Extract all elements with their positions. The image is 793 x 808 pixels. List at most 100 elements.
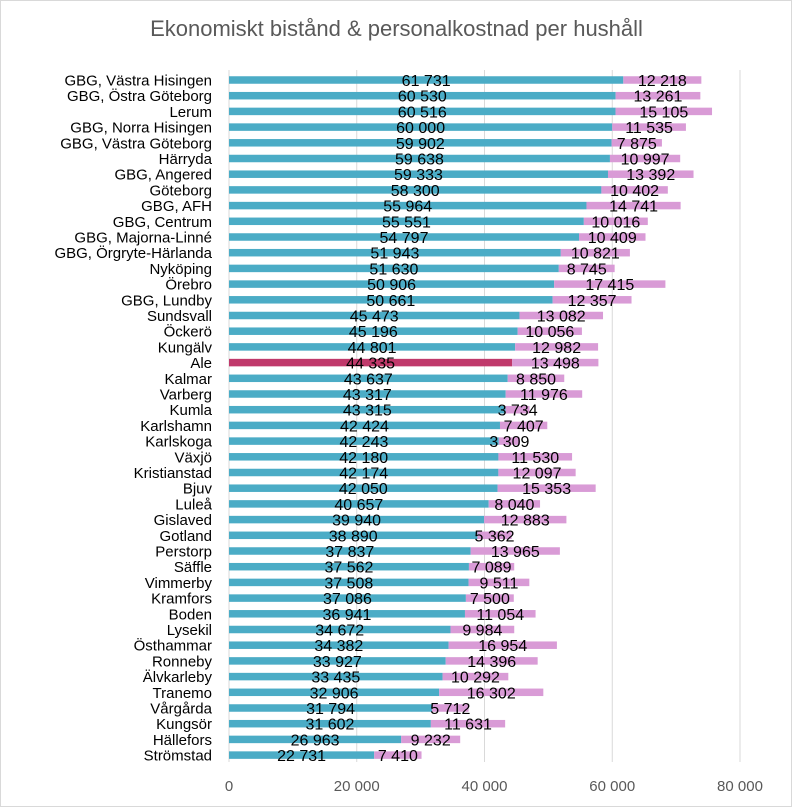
data-label: 59 638	[395, 152, 444, 169]
data-label: 32 906	[310, 685, 359, 702]
category-label: Hällefors	[153, 732, 212, 749]
bar-series1	[229, 154, 610, 163]
category-label: Öckerö	[164, 323, 212, 341]
data-label: 17 415	[585, 277, 634, 294]
category-label: Vårgårda	[150, 701, 212, 718]
bar-series2	[519, 311, 604, 320]
bar-series2	[583, 217, 648, 226]
bar-series2	[615, 91, 701, 100]
bar-series1	[229, 641, 449, 649]
chart-title: Ekonomiskt bistånd & personalkostnad per…	[150, 16, 643, 41]
data-label: 10 016	[591, 214, 640, 231]
data-label: 45 196	[349, 324, 398, 341]
bar-series2	[554, 280, 666, 288]
category-label: Växjö	[174, 449, 212, 466]
data-label: 42 050	[339, 481, 388, 498]
bar-series1	[229, 374, 508, 383]
data-label: 34 672	[315, 623, 364, 640]
data-label: 40 657	[334, 497, 383, 514]
data-label: 54 797	[380, 230, 429, 247]
data-label: 61 731	[402, 73, 451, 90]
bar-series1	[229, 421, 500, 430]
data-label: 7 407	[504, 418, 544, 435]
bar-series1	[229, 453, 499, 461]
data-label: 12 982	[532, 340, 581, 357]
bar-series1	[229, 594, 466, 602]
bar-series1	[229, 531, 478, 540]
category-label: Gislaved	[154, 512, 212, 529]
data-label: 10 997	[621, 152, 670, 169]
data-label: 13 082	[537, 309, 586, 326]
bar-series1	[229, 625, 451, 634]
bar-series2	[374, 751, 422, 759]
data-label: 10 821	[571, 246, 620, 263]
bar-series2	[607, 170, 694, 178]
bar-series1	[229, 327, 518, 335]
category-label: GBG, Norra Hisingen	[70, 120, 212, 137]
category-label: GBG, Västra Hisingen	[64, 73, 212, 90]
data-label: 60 000	[396, 120, 445, 137]
bar-series2	[465, 594, 514, 602]
data-label: 22 731	[277, 748, 326, 765]
bar-series2	[445, 657, 538, 665]
bar-series1	[229, 515, 485, 524]
category-label: Älvkarleby	[143, 669, 213, 686]
bar-series1	[229, 296, 553, 304]
category-label: Ronneby	[152, 653, 213, 670]
data-label: 13 965	[491, 544, 540, 561]
bar-series2	[611, 139, 662, 147]
bar-series2	[464, 610, 536, 618]
data-label: 43 315	[343, 403, 392, 420]
bar-series1	[229, 217, 584, 226]
bar-series2	[517, 327, 582, 335]
bar-series1	[229, 657, 446, 665]
bar-series1	[229, 437, 499, 445]
bar-series1	[229, 248, 561, 257]
category-label: Perstorp	[155, 544, 212, 561]
data-label: 55 964	[383, 199, 432, 216]
data-label: 42 174	[339, 466, 388, 483]
data-label: 8 040	[494, 497, 534, 514]
data-label: 8 745	[567, 261, 607, 278]
category-label: GBG, Majorna-Linné	[74, 230, 212, 247]
bar-series2	[579, 233, 646, 241]
category-label: Kramfors	[151, 591, 212, 608]
category-label: GBG, Lundby	[121, 292, 212, 309]
bar-series2	[430, 719, 506, 728]
data-label: 11 535	[625, 120, 673, 137]
data-label: 42 243	[339, 434, 388, 451]
bar-series1	[229, 233, 580, 241]
bar-series2	[470, 547, 560, 555]
bar-series1	[229, 672, 443, 681]
bar-series1	[229, 343, 516, 351]
category-label: Gotland	[159, 528, 212, 545]
data-label: 45 473	[350, 309, 399, 326]
bar-series1	[229, 688, 440, 697]
bar-series1	[229, 139, 612, 147]
bar-series2	[477, 531, 512, 540]
bar-series1	[229, 484, 498, 492]
data-label: 51 630	[369, 261, 418, 278]
data-label: 33 435	[311, 670, 360, 687]
data-label: 37 562	[324, 560, 373, 577]
bar-series2	[507, 374, 565, 383]
bar-series1	[229, 358, 513, 367]
data-label: 55 551	[382, 214, 431, 231]
data-label: 50 906	[367, 277, 416, 294]
data-label: 44 335	[346, 356, 395, 373]
category-label: Varberg	[160, 387, 212, 404]
category-label: Vimmerby	[145, 575, 213, 592]
bar-series1	[229, 562, 469, 571]
bar-series1	[229, 264, 559, 273]
category-label: Lysekil	[167, 622, 212, 639]
category-label: Härryda	[159, 151, 213, 168]
bar-series2	[601, 186, 668, 194]
category-label: Kumla	[169, 402, 212, 419]
data-label: 13 392	[626, 167, 675, 184]
category-label: Lerum	[169, 104, 212, 121]
bar-series1	[229, 547, 471, 555]
data-label: 59 902	[396, 136, 445, 153]
category-label: Säffle	[174, 559, 212, 576]
data-label: 7 875	[617, 136, 657, 153]
